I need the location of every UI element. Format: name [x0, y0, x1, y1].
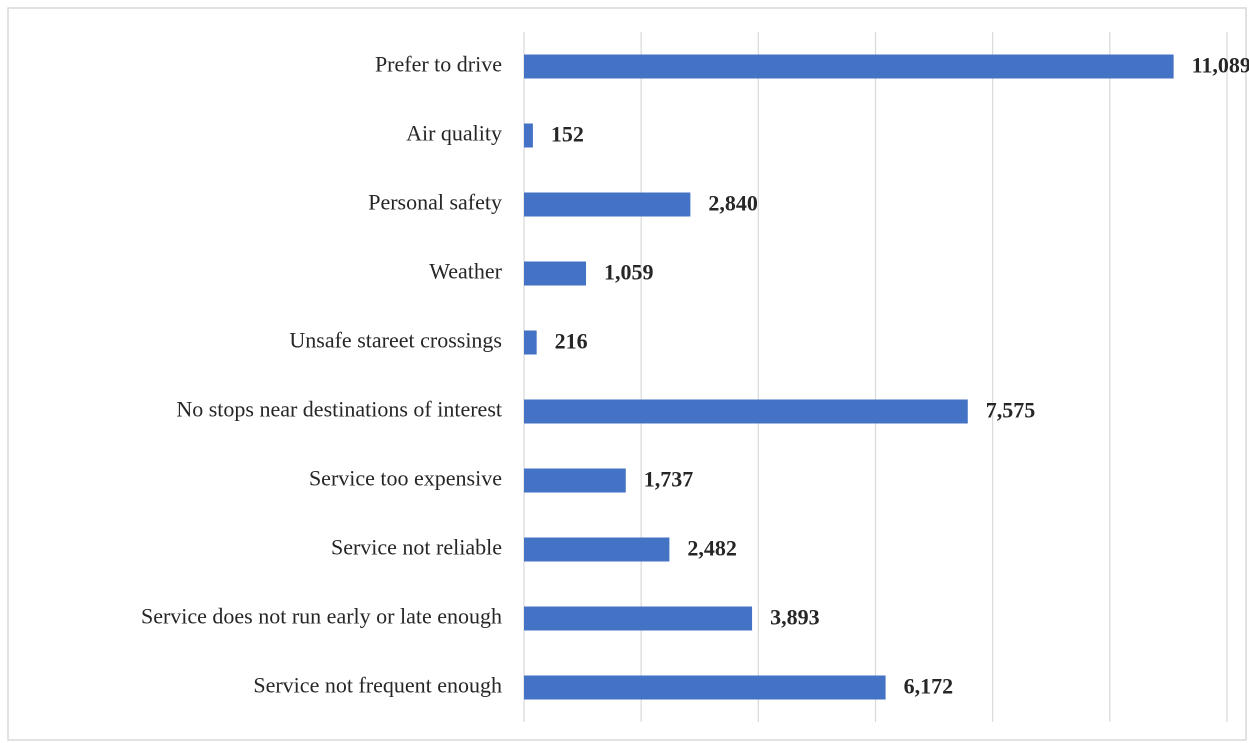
- bar: [524, 123, 533, 148]
- data-label: 1,737: [644, 467, 694, 492]
- category-label: Personal safety: [368, 190, 502, 215]
- category-label: Prefer to drive: [375, 52, 502, 77]
- data-label: 2,482: [687, 536, 737, 561]
- bar: [524, 192, 691, 217]
- data-label: 3,893: [770, 605, 820, 630]
- category-label: Service too expensive: [309, 466, 502, 491]
- bar: [524, 606, 753, 631]
- category-label: No stops near destinations of interest: [176, 397, 502, 422]
- bar: [524, 537, 670, 562]
- category-label: Service not reliable: [331, 535, 502, 560]
- data-label: 7,575: [986, 398, 1036, 423]
- data-label: 11,089: [1192, 53, 1249, 78]
- data-label: 2,840: [708, 191, 758, 216]
- bar: [524, 54, 1174, 79]
- category-label: Air quality: [406, 121, 502, 146]
- category-label: Service does not run early or late enoug…: [141, 604, 502, 629]
- category-label: Weather: [429, 259, 502, 284]
- data-label: 1,059: [604, 260, 654, 285]
- data-label: 6,172: [904, 674, 954, 699]
- category-label: Service not frequent enough: [253, 673, 502, 698]
- bar: [524, 261, 587, 286]
- data-label: 216: [555, 329, 588, 354]
- data-label: 152: [551, 122, 584, 147]
- bar: [524, 399, 968, 424]
- bar: [524, 330, 537, 355]
- category-label: Unsafe stareet crossings: [289, 328, 502, 353]
- bar: [524, 468, 626, 493]
- bar: [524, 675, 886, 700]
